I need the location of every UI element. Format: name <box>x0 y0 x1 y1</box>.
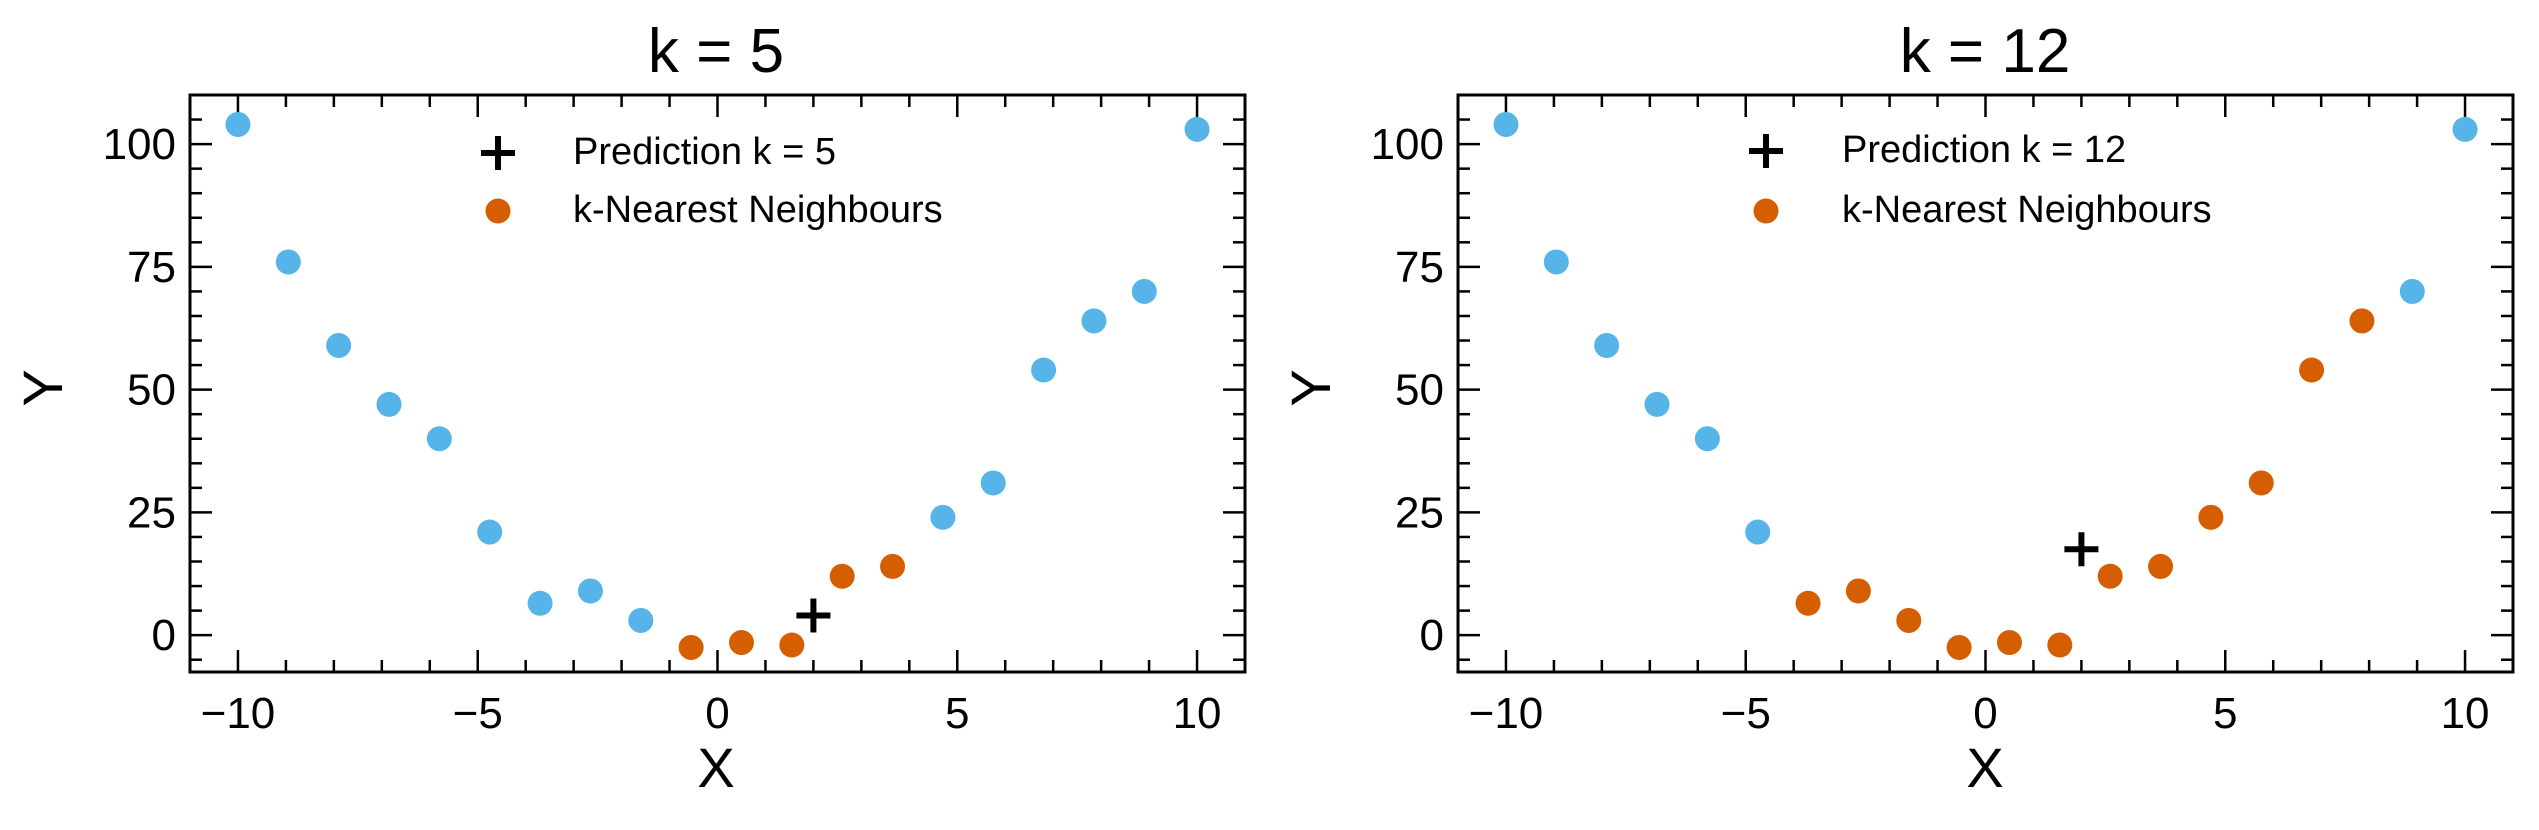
data-point <box>225 111 251 137</box>
data-point <box>326 332 352 358</box>
data-point <box>1081 308 1107 334</box>
x-tick-label: −5 <box>453 689 503 738</box>
data-point <box>275 249 301 275</box>
data-point <box>2452 116 2478 142</box>
prediction-marker <box>796 598 831 633</box>
x-tick-label: −10 <box>1469 689 1544 738</box>
x-axis-label: X <box>1966 736 2003 799</box>
plot-frame <box>188 93 1247 674</box>
neighbour-point <box>2349 308 2375 334</box>
x-tick-label: 10 <box>1173 689 1222 738</box>
neighbour-point <box>1996 630 2022 656</box>
legend-marker-prediction <box>1749 134 1783 168</box>
data-point <box>628 607 654 633</box>
x-axis-label: X <box>697 736 734 799</box>
panel-title: k = 12 <box>1900 17 2071 86</box>
y-axis-label: Y <box>1279 369 1342 406</box>
prediction-marker <box>2064 532 2099 567</box>
panel-title: k = 5 <box>648 17 784 86</box>
plot-frame <box>1456 93 2515 674</box>
legend-label-neighbours: k-Nearest Neighbours <box>573 189 943 231</box>
x-tick-label: 0 <box>1973 689 1997 738</box>
data-point <box>527 590 553 616</box>
neighbour-point <box>2248 470 2274 496</box>
panel-k5: k = 5 X Y Prediction k = 5 k-Nearest Nei… <box>11 17 1247 799</box>
legend: Prediction k = 5 k-Nearest Neighbours <box>573 131 943 231</box>
data-point <box>1031 357 1057 383</box>
data-point <box>2399 278 2425 304</box>
x-tick-label: −10 <box>201 689 276 738</box>
legend-label-prediction: Prediction k = 12 <box>1842 129 2126 171</box>
neighbour-point <box>678 634 704 660</box>
neighbour-point <box>829 563 855 589</box>
neighbour-point <box>2148 553 2174 579</box>
data-point <box>1644 391 1670 417</box>
neighbour-point <box>728 630 754 656</box>
panel-k12: k = 12 X Y Prediction k = 12 k-Nearest N… <box>1279 17 2515 799</box>
x-tick-label: 10 <box>2441 689 2490 738</box>
neighbour-point <box>1795 590 1821 616</box>
neighbour-point <box>2047 632 2073 658</box>
neighbour-point <box>2299 357 2325 383</box>
data-point <box>980 470 1006 496</box>
neighbour-point <box>2198 504 2224 530</box>
data-point <box>1694 426 1720 452</box>
y-tick-label: 0 <box>1420 611 1444 660</box>
neighbour-point <box>1946 634 1972 660</box>
data-point <box>1131 278 1157 304</box>
data-point <box>426 426 452 452</box>
y-tick-label: 25 <box>127 488 176 537</box>
x-tick-label: 5 <box>2213 689 2237 738</box>
x-tick-label: 0 <box>705 689 729 738</box>
y-tick-label: 50 <box>127 366 176 415</box>
data-point <box>477 519 503 545</box>
y-tick-label: 25 <box>1395 488 1444 537</box>
x-tick-label: −5 <box>1721 689 1771 738</box>
legend: Prediction k = 12 k-Nearest Neighbours <box>1842 129 2212 231</box>
data-point <box>577 578 603 604</box>
y-tick-label: 75 <box>1395 243 1444 292</box>
legend-marker-neighbours <box>485 198 511 224</box>
y-axis-label: Y <box>11 369 74 406</box>
data-point <box>1493 111 1519 137</box>
neighbour-point <box>1845 578 1871 604</box>
data-point <box>1184 116 1210 142</box>
legend-marker-prediction <box>481 136 515 170</box>
data-point <box>1543 249 1569 275</box>
data-point <box>1594 332 1620 358</box>
y-tick-label: 0 <box>152 611 176 660</box>
y-tick-label: 100 <box>1371 120 1444 169</box>
y-tick-label: 75 <box>127 243 176 292</box>
neighbour-point <box>2097 563 2123 589</box>
legend-marker-neighbours <box>1753 198 1779 224</box>
neighbour-point <box>880 553 906 579</box>
legend-label-neighbours: k-Nearest Neighbours <box>1842 189 2212 231</box>
neighbour-point <box>779 632 805 658</box>
data-point <box>1745 519 1771 545</box>
x-tick-label: 5 <box>945 689 969 738</box>
data-point <box>930 504 956 530</box>
y-tick-label: 100 <box>103 120 176 169</box>
data-point <box>376 391 402 417</box>
neighbour-point <box>1896 607 1922 633</box>
legend-label-prediction: Prediction k = 5 <box>573 131 836 173</box>
y-tick-label: 50 <box>1395 366 1444 415</box>
